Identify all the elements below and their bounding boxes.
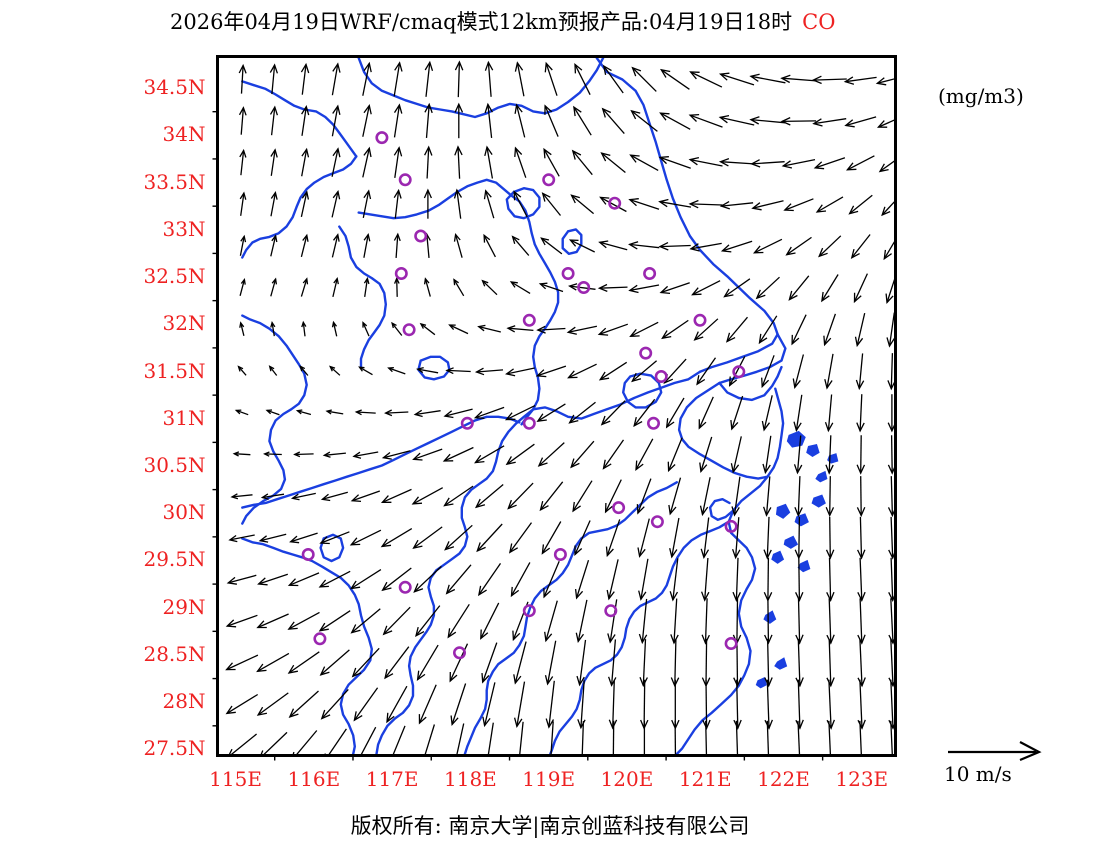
x-axis-label: 115E — [209, 766, 262, 791]
x-axis-label: 117E — [365, 766, 419, 791]
y-axis-label: 32N — [162, 311, 206, 336]
y-axis-label: 27.5N — [143, 736, 206, 761]
y-axis-label: 29.5N — [143, 547, 206, 572]
y-axis-label: 28N — [162, 689, 206, 714]
wind-scale-legend: 10 m/s — [940, 738, 1070, 790]
y-axis-label: 28.5N — [143, 641, 206, 666]
x-axis-label: 120E — [600, 766, 654, 791]
page-title: 2026年04月19日WRF/cmaq模式12km预报产品:04月19日18时 C… — [170, 6, 835, 36]
y-axis-label: 30N — [162, 500, 206, 525]
y-axis-label: 29N — [162, 594, 206, 619]
x-axis-label: 123E — [835, 766, 889, 791]
y-axis-label: 31.5N — [143, 358, 206, 383]
x-axis-label: 116E — [287, 766, 341, 791]
map-canvas — [225, 58, 894, 754]
y-axis-label: 34N — [162, 122, 206, 147]
y-axis-label: 30.5N — [143, 452, 206, 477]
y-axis-label: 34.5N — [143, 75, 206, 100]
x-axis-label: 121E — [678, 766, 732, 791]
wind-scale-arrow-icon — [948, 741, 1042, 762]
y-axis-label: 32.5N — [143, 264, 206, 289]
unit-label: (mg/m3) — [938, 84, 1024, 108]
x-axis-label: 118E — [444, 766, 497, 791]
wind-scale-label: 10 m/s — [944, 762, 1012, 786]
y-axis-label: 31N — [162, 405, 206, 430]
footer-copyright: 版权所有: 南京大学|南京创蓝科技有限公司 — [350, 814, 750, 838]
y-axis-label: 33N — [162, 216, 206, 241]
species-label: CO — [802, 10, 836, 34]
map-plot-area[interactable] — [216, 55, 897, 757]
y-axis-label: 33.5N — [143, 169, 206, 194]
title-text: 2026年04月19日WRF/cmaq模式12km预报产品:04月19日18时 — [170, 10, 793, 34]
x-axis-label: 122E — [757, 766, 810, 791]
x-axis-label: 119E — [522, 766, 576, 791]
